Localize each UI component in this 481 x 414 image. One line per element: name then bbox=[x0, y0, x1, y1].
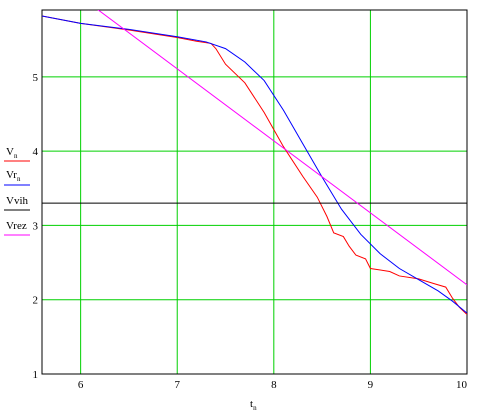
plot-frame bbox=[41, 9, 468, 375]
series-line-v bbox=[42, 15, 467, 315]
x-tick-label-6: 6 bbox=[78, 379, 84, 391]
legend-label-vrez: Vrez bbox=[6, 220, 27, 232]
legend-item-vrez: Vrez bbox=[4, 220, 30, 236]
series-line-vrez bbox=[97, 10, 467, 286]
gridlines bbox=[42, 10, 468, 375]
legend-label-v: V bbox=[6, 146, 14, 158]
x-tick-label-8: 8 bbox=[271, 379, 277, 391]
y-tick-label-2: 2 bbox=[33, 295, 39, 307]
legend-sub-v: n bbox=[14, 152, 18, 160]
x-axis-label: tn bbox=[250, 398, 257, 412]
legend-item-v: Vn bbox=[4, 146, 30, 162]
y-tick-label-4: 4 bbox=[33, 146, 39, 158]
legend: Vn Vrn Vvih Vrez bbox=[4, 146, 30, 236]
series-line-vr bbox=[42, 15, 467, 314]
legend-sub-vr: n bbox=[17, 175, 21, 183]
legend-item-vr: Vrn bbox=[4, 169, 30, 186]
x-tick-label-10: 10 bbox=[456, 379, 468, 391]
legend-label-vvih: Vvih bbox=[6, 195, 29, 207]
y-tick-label-5: 5 bbox=[33, 72, 39, 84]
legend-item-vvih: Vvih bbox=[4, 195, 30, 211]
svg-text:Vrn: Vrn bbox=[6, 169, 21, 183]
y-tick-label-3: 3 bbox=[33, 220, 39, 232]
svg-text:Vn: Vn bbox=[6, 146, 18, 160]
tick-labels: 6 7 8 9 10 1 2 3 4 5 bbox=[33, 72, 468, 391]
series-layer bbox=[42, 10, 467, 315]
legend-label-vr: Vr bbox=[6, 169, 17, 181]
y-tick-label-1: 1 bbox=[33, 369, 39, 381]
x-tick-label-9: 9 bbox=[368, 379, 374, 391]
x-axis-label-main: t bbox=[250, 398, 253, 410]
x-tick-label-7: 7 bbox=[174, 379, 180, 391]
x-axis-label-sub: n bbox=[253, 404, 257, 412]
